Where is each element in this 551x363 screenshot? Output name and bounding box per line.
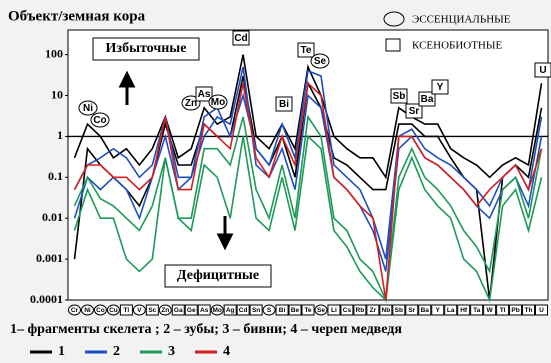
- x-tick-label: U: [539, 307, 544, 314]
- x-tick-label: Ba: [421, 307, 430, 314]
- x-tick-label: Pb: [511, 307, 519, 314]
- x-tick-label: Rb: [356, 307, 365, 314]
- x-tick-label: Ni: [84, 307, 91, 314]
- x-tick-label: S: [267, 307, 272, 314]
- peak-label: Sb: [393, 91, 406, 102]
- x-tick-label: Ag: [226, 307, 235, 314]
- legend-label: 1: [58, 344, 65, 359]
- x-tick-label: Cs: [343, 307, 352, 314]
- y-tick-label: 0.1: [48, 169, 63, 183]
- legend-label: 4: [223, 344, 230, 359]
- x-tick-label: Ta: [473, 307, 480, 314]
- x-tick-label: Nb: [382, 307, 391, 314]
- chart: Объект/земная кора ЭССЕНЦИАЛЬНЫЕ КСЕНОБИ…: [0, 0, 551, 363]
- x-tick-label: Zn: [161, 307, 169, 314]
- x-tick-label: Sn: [252, 307, 260, 314]
- x-tick-label: Mo: [212, 307, 221, 314]
- x-tick-label: Ga: [174, 307, 183, 314]
- x-tick-label: W: [487, 307, 494, 314]
- legend-label: 3: [168, 344, 175, 359]
- x-tick-label: Ti: [124, 307, 130, 314]
- y-tick-label: 10: [51, 87, 63, 101]
- peak-label: U: [539, 65, 546, 76]
- peak-label: Ba: [421, 94, 434, 105]
- peak-label: As: [198, 89, 211, 100]
- peak-label: Te: [301, 45, 312, 56]
- y-tick-label: 0.001: [36, 251, 63, 265]
- x-tick-label: La: [447, 307, 455, 314]
- annotation: Избыточные: [106, 41, 187, 56]
- x-tick-label: Ge: [187, 307, 196, 314]
- caption: 1– фрагменты скелета ; 2 – зубы; 3 – бив…: [10, 322, 402, 337]
- x-tick-label: Se: [317, 307, 325, 314]
- peak-label: Zn: [185, 98, 197, 109]
- x-tick-label: Tl: [500, 307, 506, 314]
- y-tick-label: 0.01: [42, 210, 63, 224]
- x-tick-label: Cr: [71, 307, 79, 314]
- x-tick-label: Sb: [395, 307, 403, 314]
- legend-text: ЭССЕНЦИАЛЬНЫЕ: [412, 14, 511, 26]
- y-tick-label: 1: [57, 128, 63, 142]
- x-tick-label: As: [200, 307, 209, 314]
- x-tick-label: Th: [525, 307, 533, 314]
- peak-label: Cd: [234, 33, 247, 44]
- annotation: Дефицитные: [177, 268, 259, 283]
- x-tick-label: Cu: [109, 307, 118, 314]
- x-tick-label: Be: [291, 307, 300, 314]
- x-tick-label: Hf: [460, 307, 468, 314]
- peak-label: Co: [93, 115, 106, 126]
- y-tick-label: 100: [45, 46, 63, 60]
- peak-label: Ni: [83, 103, 93, 114]
- x-tick-label: Sc: [148, 307, 156, 314]
- peak-label: Mo: [211, 97, 225, 108]
- legend-label: 2: [113, 344, 120, 359]
- legend-text: КСЕНОБИОТНЫЕ: [412, 40, 502, 52]
- x-tick-label: Bi: [279, 307, 286, 314]
- x-tick-label: Te: [304, 307, 311, 314]
- peak-label: Bi: [279, 99, 289, 110]
- x-tick-label: Zr: [370, 307, 377, 314]
- x-tick-label: Cd: [239, 307, 248, 314]
- x-tick-label: Sr: [408, 307, 415, 314]
- x-tick-label: Co: [96, 307, 105, 314]
- y-label: Объект/земная кора: [8, 8, 146, 24]
- peak-label: Y: [437, 82, 444, 93]
- x-tick-label: Y: [436, 307, 441, 314]
- peak-label: Se: [314, 56, 327, 67]
- x-tick-label: Li: [331, 307, 337, 314]
- y-tick-label: 0.0001: [30, 292, 63, 306]
- x-tick-label: V: [137, 307, 142, 314]
- peak-label: Sr: [409, 106, 420, 117]
